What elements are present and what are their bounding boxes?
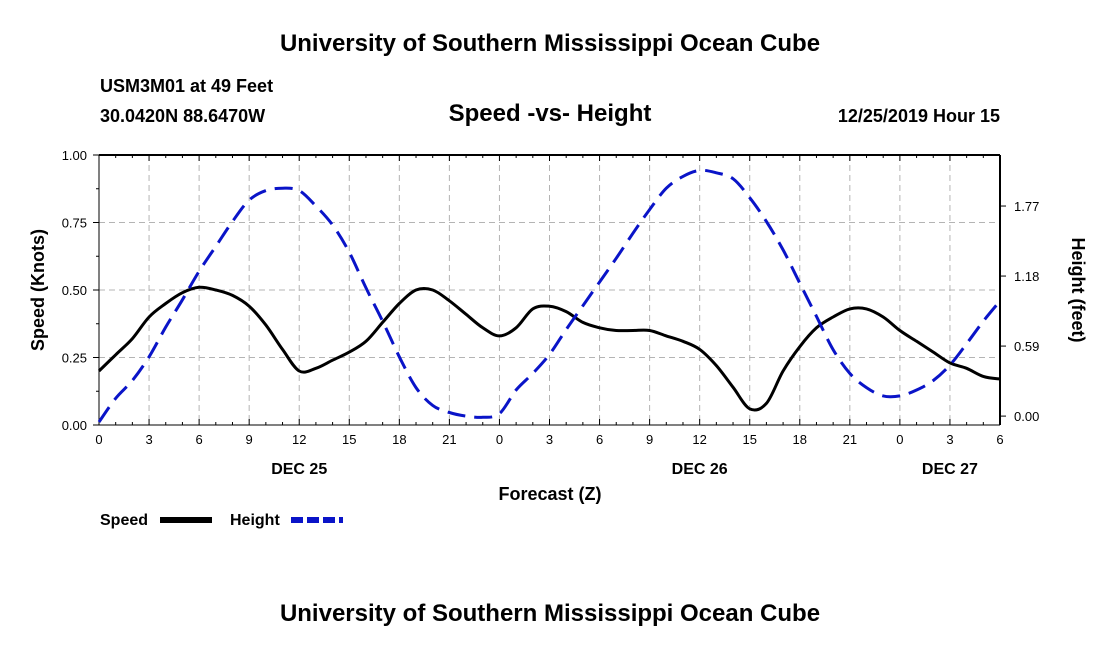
y-left-tick-label: 0.75 (62, 216, 87, 231)
x-tick-label: 12 (292, 432, 306, 447)
day-label: DEC 25 (271, 461, 327, 478)
y-right-tick-label: 1.77 (1014, 199, 1039, 214)
y-right-tick-label: 0.59 (1014, 339, 1039, 354)
location-label: 30.0420N 88.6470W (100, 106, 266, 126)
y-left-tick-label: 1.00 (62, 148, 87, 163)
x-tick-label: 15 (342, 432, 356, 447)
x-tick-label: 9 (646, 432, 653, 447)
y-right-tick-label: 0.00 (1014, 409, 1039, 424)
x-tick-label: 9 (246, 432, 253, 447)
y-left-tick-label: 0.50 (62, 283, 87, 298)
series-line-speed (97, 285, 1001, 412)
x-tick-label: 18 (793, 432, 807, 447)
x-tick-label: 15 (742, 432, 756, 447)
x-tick-label: 21 (442, 432, 456, 447)
station-label: USM3M01 at 49 Feet (100, 76, 274, 96)
x-tick-label: 18 (392, 432, 406, 447)
legend-label-height: Height (230, 512, 280, 529)
x-tick-label: 0 (95, 432, 102, 447)
x-tick-label: 6 (996, 432, 1003, 447)
y-right-tick-label: 1.18 (1014, 269, 1039, 284)
day-label: DEC 26 (672, 461, 728, 478)
top-title: University of Southern Mississippi Ocean… (279, 30, 821, 57)
y-left-tick-label: 0.25 (62, 351, 87, 366)
x-axis-label: Forecast (Z) (498, 484, 601, 504)
bottom-title: University of Southern Mississippi Ocean… (279, 600, 821, 627)
x-tick-label: 6 (195, 432, 202, 447)
day-label: DEC 27 (922, 461, 978, 478)
x-tick-label: 0 (896, 432, 903, 447)
series-line-height (97, 168, 1002, 423)
chart-title: Speed -vs- Height (448, 100, 652, 127)
x-tick-label: 3 (145, 432, 152, 447)
x-tick-label: 6 (596, 432, 603, 447)
y-left-tick-label: 0.00 (62, 418, 87, 433)
x-tick-label: 12 (692, 432, 706, 447)
y-right-axis-label: Height (feet) (1068, 238, 1088, 343)
x-tick-label: 0 (496, 432, 503, 447)
y-left-axis-label: Speed (Knots) (28, 229, 48, 351)
legend-label-speed: Speed (100, 512, 148, 529)
datetime-label: 12/25/2019 Hour 15 (837, 106, 1000, 126)
x-tick-label: 21 (843, 432, 857, 447)
x-tick-label: 3 (546, 432, 553, 447)
x-tick-label: 3 (946, 432, 953, 447)
